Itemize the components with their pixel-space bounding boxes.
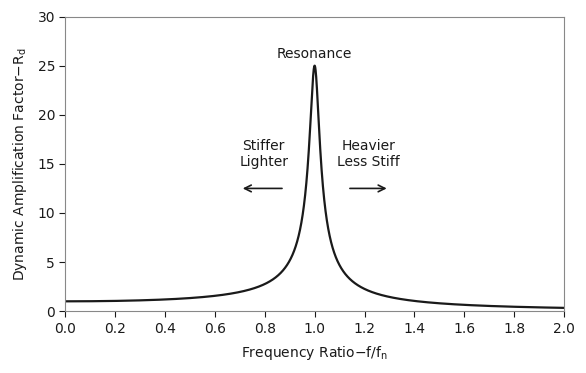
X-axis label: Frequency Ratio$-$f/f$_\mathregular{n}$: Frequency Ratio$-$f/f$_\mathregular{n}$ (241, 344, 388, 362)
Text: Stiffer
Lighter: Stiffer Lighter (239, 139, 288, 169)
Y-axis label: Dynamic Amplification Factor$-$R$_\mathregular{d}$: Dynamic Amplification Factor$-$R$_\mathr… (11, 47, 29, 280)
Text: Heavier
Less Stiff: Heavier Less Stiff (337, 139, 400, 169)
Text: Resonance: Resonance (277, 47, 352, 61)
